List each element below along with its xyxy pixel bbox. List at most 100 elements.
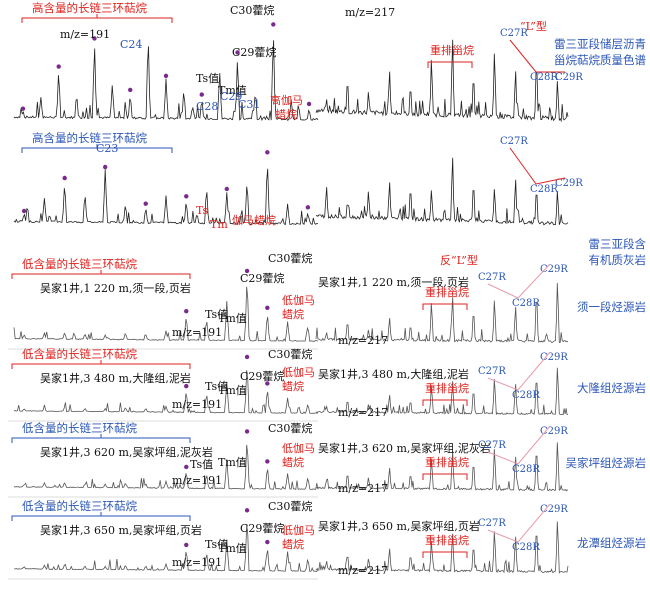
mz-191-label: m/z=191 [60, 28, 110, 41]
peak-label: Tm [210, 218, 228, 231]
trace-217-row-0 [315, 39, 569, 123]
peak-marker-dot [128, 87, 133, 93]
sterane-peak-label: C29R [540, 264, 568, 275]
peak-marker-dot [184, 383, 189, 389]
trace-layer [13, 39, 569, 574]
peak-marker-dot [184, 542, 189, 548]
sterane-peak-label: C29R [540, 426, 568, 437]
peak-marker-dot [244, 429, 250, 434]
sterane-trend-line [487, 351, 551, 391]
peak-marker-dot [265, 150, 270, 155]
sterane-peak-label: C28R [530, 72, 558, 83]
sterane-peak-label: C28R [530, 184, 558, 195]
sterane-peak-label: C27R [478, 272, 506, 283]
peak-label: 蜡烷 [275, 107, 297, 121]
peak-marker-dot [20, 106, 26, 111]
peak-label: 高伽马 [270, 93, 303, 107]
long-chain-bracket [11, 434, 191, 443]
rearranged-sterane-bracket [422, 551, 468, 558]
peak-label: Ts [196, 204, 209, 217]
sterane-peak-label: C28R [512, 390, 540, 401]
peak-marker-dot [184, 308, 189, 314]
trace-191-row-5-line [13, 524, 319, 573]
sample-label-191: 吴家1井,1 220 m,须一段,页岩 [40, 281, 191, 295]
trace-191-row-3 [13, 370, 319, 414]
peak-label: Ts值 [205, 538, 228, 551]
peak-label: 蜡烷 [282, 455, 304, 469]
panel-description: 须一段烃源岩 [577, 300, 646, 314]
rearranged-sterane-label: 重排甾烷 [425, 533, 469, 547]
peak-marker-dot [143, 201, 148, 206]
peak-marker-dot [271, 22, 276, 27]
peak-label: Ts值 [190, 458, 213, 471]
trace-217-row-5 [315, 521, 569, 574]
sterane-peak-label: C27R [478, 518, 506, 529]
peak-marker-dot [103, 164, 108, 170]
trace-191-row-4-line [13, 444, 319, 490]
peak-marker-dot [235, 50, 240, 55]
bracket-label: 低含量的长链三环萜烷 [22, 257, 137, 271]
peak-label: Ts值 [196, 72, 219, 85]
mz-217-label: m/z=217 [338, 564, 388, 577]
panel-description: 甾烷萜烷质量色谱 [554, 53, 646, 67]
mz-191-label: m/z=191 [172, 326, 222, 339]
mz-191-label: m/z=191 [172, 398, 222, 411]
peak-label: C23 [96, 142, 118, 155]
peak-marker-dot [265, 305, 270, 311]
sterane-peak-label: C29R [555, 72, 583, 83]
sterane-peak-label: C28R [512, 542, 540, 553]
peak-marker-dot [265, 539, 270, 545]
peak-marker-dot [21, 208, 27, 214]
trace-191-row-1-line [13, 168, 319, 226]
mz-191-label: m/z=191 [172, 474, 222, 487]
panel-description: 龙潭组烃源岩 [577, 536, 646, 550]
trace-191-row-3-line [13, 370, 319, 414]
peak-label: Ts值 [205, 308, 228, 321]
bracket-label: 高含量的长链三环萜烷 [32, 1, 147, 15]
peak-label: C29藿烷 [240, 521, 284, 535]
sample-label-191: 吴家1井,3 650 m,吴家坪组,页岩 [40, 523, 202, 537]
sterane-trend-line [487, 263, 551, 299]
sample-label-191: 吴家1井,3 480 m,大隆组,泥岩 [40, 371, 191, 385]
trace-217-row-2-line [315, 282, 569, 343]
panel-description: 有机质灰岩 [589, 253, 647, 267]
peak-label: 伽马蜡烷 [232, 213, 276, 227]
peak-label: C29藿烷 [240, 369, 284, 383]
peak-marker-dot [244, 268, 250, 274]
peak-label: Tm值 [218, 456, 247, 469]
trace-217-row-5-line [315, 521, 569, 574]
peak-label: 低伽马 [282, 293, 315, 307]
sterane-peak-label: C28R [512, 464, 540, 475]
trace-217-row-0-line [315, 39, 569, 123]
mz-217-label: m/z=217 [338, 406, 388, 419]
rearranged-sterane-label: 重排甾烷 [430, 43, 474, 57]
mz-217-label: m/z=217 [338, 334, 388, 347]
trace-217-row-4 [315, 442, 569, 492]
trace-191-row-2-line [13, 286, 319, 343]
peak-marker-dot [244, 508, 250, 513]
trace-191-row-4 [13, 444, 319, 490]
panel-description: 雷三亚段储层沥青 [554, 37, 646, 51]
label-layer: 高含量的长链三环萜烷m/z=191C24C30藿烷C29藿烷Ts值Tm值C28C… [8, 1, 647, 580]
long-chain-bracket [11, 360, 191, 369]
peak-label: C30藿烷 [268, 347, 312, 361]
bracket-label: 低含量的长链三环萜烷 [22, 499, 137, 513]
peak-label: C30藿烷 [268, 251, 312, 265]
sterane-peak-label: C27R [478, 440, 506, 451]
peak-label: 低伽马 [282, 523, 315, 537]
peak-marker-dot [224, 186, 229, 192]
panel-description: 大隆组烃源岩 [577, 381, 646, 395]
sterane-peak-label: C28R [512, 298, 540, 309]
rearranged-sterane-label: 重排甾烷 [425, 285, 469, 299]
long-chain-bracket [21, 144, 173, 153]
sterane-peak-label: C27R [478, 366, 506, 377]
sterane-peak-label: C27R [500, 28, 528, 39]
trace-191-row-1 [13, 168, 319, 226]
peak-label: Tm值 [218, 312, 247, 325]
rearranged-sterane-label: 重排甾烷 [425, 381, 469, 395]
panel-description: 雷三亚段含 [589, 237, 647, 251]
sample-label-217: 吴家1井,3 480 m,大隆组,泥岩 [318, 367, 469, 381]
trace-191-row-0-line [13, 40, 319, 122]
peak-marker-dot [265, 459, 270, 464]
